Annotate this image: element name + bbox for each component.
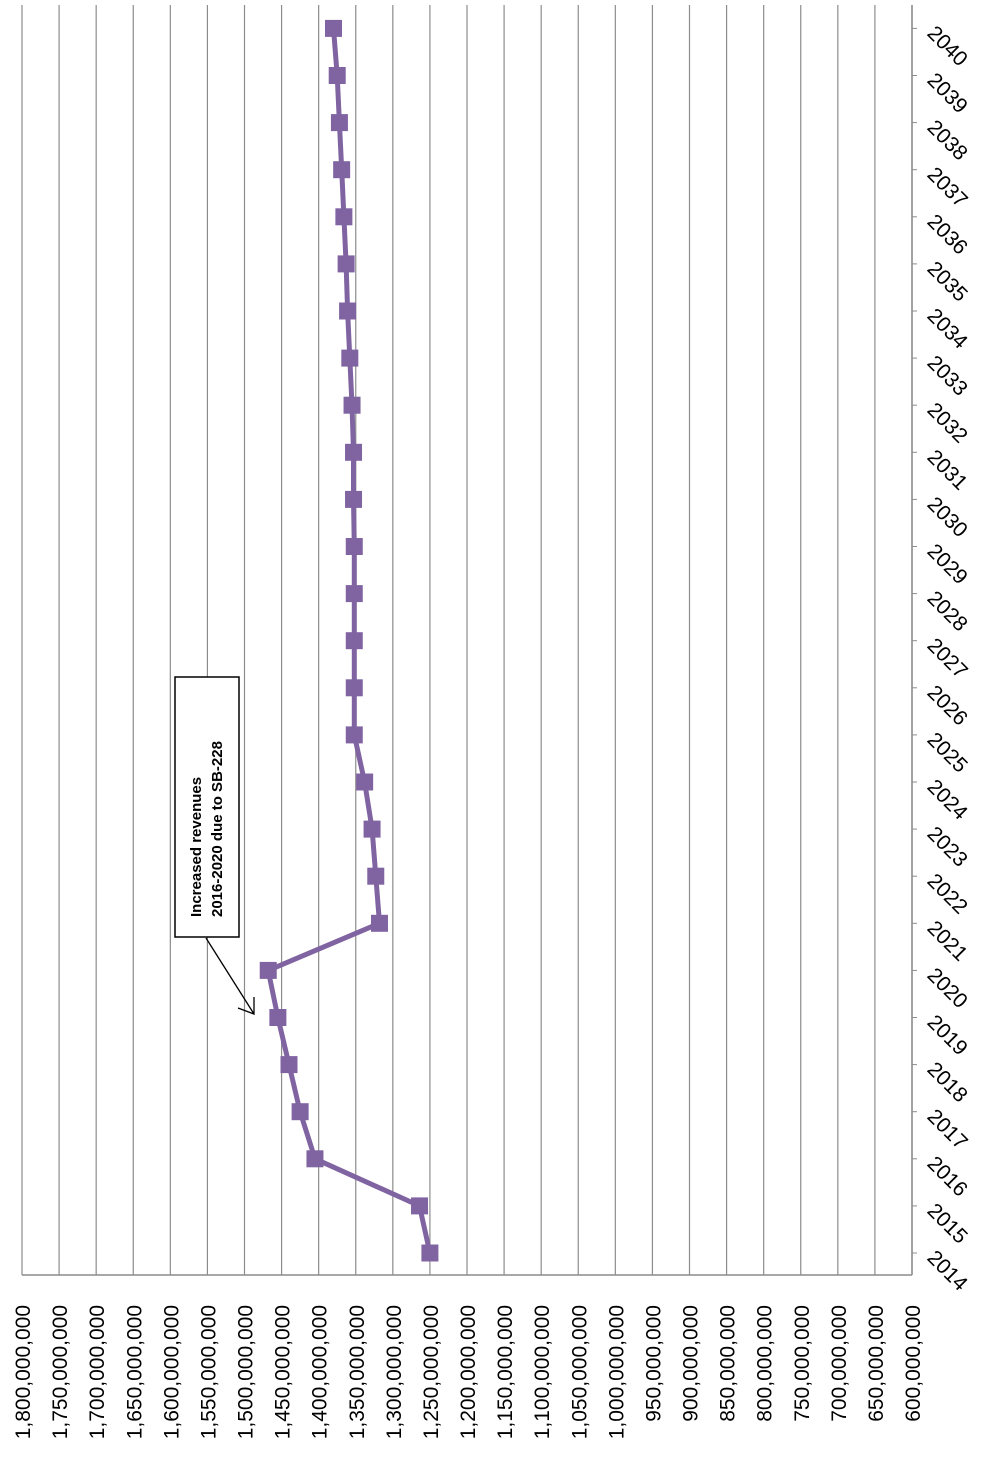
value-tick-label: 1,450,000,000 [272,1305,295,1439]
value-tick-label: 600,000,000 [902,1305,925,1422]
value-axis-tick-labels: 600,000,000 650,000,000 700,000,000 750,000… [12,1305,925,1439]
value-tick-label: 1,250,000,000 [420,1305,443,1439]
value-tick-label: 1,350,000,000 [346,1305,369,1439]
data-point-marker [363,820,381,838]
year-tick-label: 2038 [923,116,972,165]
year-tick-label: 2015 [923,1199,972,1248]
year-tick-label: 2030 [923,493,972,542]
gridlines [21,5,913,1275]
value-tick-label: 1,300,000,000 [383,1305,406,1439]
year-tick-label: 2022 [923,869,972,918]
data-point-marker [370,914,388,932]
data-point-marker [345,585,363,603]
data-point-marker [306,1150,324,1168]
year-tick-label: 2034 [923,304,973,354]
data-point-marker [421,1244,439,1262]
data-point-marker [356,773,374,791]
data-point-marker [345,632,363,650]
year-tick-label: 2029 [923,540,972,589]
year-tick-label: 2025 [923,728,972,777]
year-tick-label: 2019 [923,1011,972,1060]
value-tick-label: 1,650,000,000 [123,1305,146,1439]
annotation-arrow-head [237,997,255,1015]
data-point-marker [280,1056,298,1074]
data-point-marker [325,19,342,37]
value-tick-label: 1,000,000,000 [605,1305,628,1439]
year-tick-label: 2014 [923,1246,973,1296]
annotation-box [174,676,240,938]
year-tick-label: 2039 [923,69,972,118]
year-tick-label: 2028 [923,587,972,636]
year-tick-label: 2016 [923,1152,972,1201]
value-tick-label: 750,000,000 [791,1305,814,1422]
data-point-marker [339,302,357,320]
value-tick-label: 650,000,000 [865,1305,888,1422]
year-tick-label: 2040 [923,22,972,71]
value-tick-label: 1,600,000,000 [160,1305,183,1439]
year-tick-label: 2021 [923,916,972,965]
value-tick-label: 1,700,000,000 [86,1305,109,1439]
annotation-line-1: Increased revenues [188,777,205,917]
data-point-marker [345,490,363,508]
year-tick-label: 2032 [923,398,972,447]
value-tick-label: 1,050,000,000 [568,1305,591,1439]
value-tick-label: 1,750,000,000 [49,1305,72,1439]
data-point-marker [337,255,355,273]
value-tick-label: 1,400,000,000 [309,1305,332,1439]
year-tick-label: 2024 [923,775,973,825]
value-tick-label: 1,500,000,000 [235,1305,258,1439]
value-tick-label: 1,550,000,000 [197,1305,220,1439]
data-point-marker [269,1009,287,1026]
series-markers [259,19,439,1262]
axes [22,5,917,1276]
data-point-marker [345,679,363,697]
year-tick-label: 2037 [923,163,972,212]
value-tick-label: 900,000,000 [680,1305,703,1422]
value-tick-label: 850,000,000 [717,1305,740,1422]
value-tick-label: 700,000,000 [828,1305,851,1422]
value-tick-label: 1,800,000,000 [12,1305,35,1439]
year-tick-label: 2031 [923,445,972,494]
year-tick-label: 2027 [923,634,972,683]
year-tick-label: 2026 [923,681,972,730]
data-point-marker [411,1197,429,1215]
year-tick-label: 2018 [923,1058,972,1107]
data-point-marker [345,443,363,461]
data-point-marker [259,961,277,979]
data-point-marker [367,867,385,885]
data-point-marker [341,349,359,367]
data-point-marker [291,1103,309,1121]
value-tick-label: 950,000,000 [642,1305,665,1422]
annotation-arrow-shaft [205,937,255,1015]
year-tick-label: 2036 [923,210,972,259]
data-point-marker [345,538,363,555]
value-tick-label: 1,200,000,000 [457,1305,480,1439]
year-axis-tick-labels: 2014201520162017201820192020202120222023… [923,22,973,1296]
data-point-marker [345,726,363,744]
value-tick-label: 800,000,000 [754,1305,777,1422]
data-point-marker [343,396,361,414]
value-tick-label: 1,100,000,000 [531,1305,554,1439]
year-tick-label: 2017 [923,1105,972,1154]
year-tick-label: 2023 [923,822,972,871]
year-tick-label: 2020 [923,964,972,1013]
data-point-marker [333,161,351,179]
annotation-line-2: 2016-2020 due to SB-228 [209,741,226,917]
data-point-marker [330,114,348,132]
value-tick-label: 1,150,000,000 [494,1305,517,1439]
year-tick-label: 2035 [923,257,972,306]
data-point-marker [335,208,353,226]
annotation-callout: Increased revenues 2016-2020 due to SB-2… [174,676,255,1015]
year-tick-label: 2033 [923,351,972,400]
data-point-marker [328,67,346,84]
